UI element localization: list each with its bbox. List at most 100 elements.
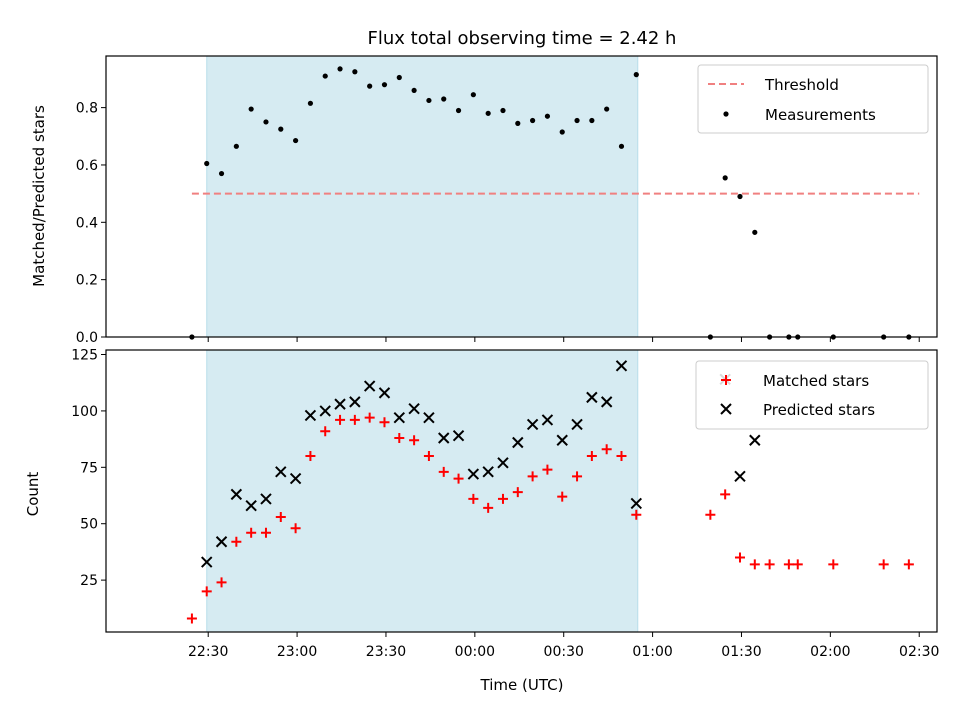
- measurement-point: [574, 117, 580, 124]
- matched-star-point: [903, 559, 914, 570]
- y-tick-label: 0.6: [76, 158, 98, 174]
- predicted-star-point: [467, 468, 480, 480]
- measurement-point: [589, 117, 595, 124]
- measurement-point: [218, 170, 225, 177]
- matched-star-point: [394, 432, 405, 443]
- legend-predicted-label: Predicted stars: [763, 401, 875, 419]
- matched-star-point: [186, 613, 197, 624]
- measurement-point: [426, 97, 432, 104]
- predicted-star-point: [423, 411, 435, 424]
- predicted-star-point: [378, 387, 391, 399]
- measurement-point: [204, 160, 210, 167]
- axes-frame: [105, 55, 938, 338]
- measurement-point: [737, 193, 743, 200]
- x-tick-label: 01:30: [721, 644, 761, 660]
- predicted-star-point: [334, 398, 346, 410]
- predicted-star-point: [482, 466, 494, 478]
- measurement-point: [470, 92, 476, 98]
- matched-star-point: [792, 559, 803, 570]
- matched-star-point: [305, 451, 316, 462]
- measurement-point: [500, 107, 506, 114]
- ratio-plot: 0.0 0.2 0.4 0.6 0.8 Threshold Measurements: [76, 55, 938, 346]
- legend-measurements-label: Measurements: [765, 106, 876, 124]
- x-tick-label: 02:30: [899, 644, 939, 660]
- predicted-star-point: [319, 405, 331, 417]
- predicted-star-point: [600, 396, 613, 408]
- x-tick-label: 00:30: [544, 644, 584, 660]
- measurement-point: [367, 83, 373, 89]
- y-tick-label: 25: [80, 573, 98, 589]
- predicted-star-point: [497, 457, 509, 469]
- legend-box: [695, 360, 929, 430]
- matched-star-point: [572, 471, 583, 482]
- predicted-star-point: [289, 472, 302, 485]
- measurement-point: [278, 126, 284, 132]
- predicted-star-point: [734, 470, 746, 483]
- matched-star-point: [586, 451, 597, 462]
- matched-star-point: [542, 464, 553, 475]
- matched-star-point: [749, 559, 760, 570]
- top-y-axis-label: Matched/Predicted stars: [30, 105, 48, 287]
- matched-star-point: [783, 559, 794, 570]
- matched-star-point: [320, 426, 331, 437]
- axes-frame: [105, 349, 938, 633]
- observing-window-span: [206, 349, 639, 633]
- figure-title: Flux total observing time = 2.42 h: [368, 28, 677, 49]
- measurement-point: [307, 100, 314, 106]
- y-tick-label: 0.4: [76, 215, 98, 231]
- matched-star-point: [290, 523, 301, 534]
- measurement-point: [559, 129, 565, 135]
- matched-star-point: [453, 473, 464, 484]
- matched-star-point: [364, 412, 375, 423]
- predicted-star-point: [556, 434, 568, 446]
- measurement-point: [441, 96, 447, 102]
- matched-star-point: [483, 502, 494, 513]
- predicted-star-point: [260, 493, 272, 505]
- measurement-point: [515, 120, 521, 126]
- matched-star-point: [497, 493, 508, 504]
- measurement-point: [396, 74, 402, 81]
- predicted-star-point: [571, 418, 583, 431]
- measurement-point: [233, 143, 239, 149]
- y-tick-label: 100: [71, 404, 98, 420]
- matched-star-point: [423, 451, 434, 462]
- matched-star-point: [438, 466, 449, 477]
- matched-star-point: [512, 487, 523, 498]
- measurement-point: [633, 72, 639, 78]
- predicted-star-point: [215, 536, 228, 548]
- matched-star-point: [616, 451, 627, 462]
- observing-window-span: [206, 55, 639, 338]
- measurement-point: [530, 117, 536, 124]
- measurement-point: [752, 229, 758, 235]
- matched-star-point: [828, 559, 839, 570]
- legend-matched-label: Matched stars: [763, 372, 869, 390]
- legend-box: [697, 64, 929, 134]
- y-tick-label: 0.8: [76, 101, 98, 117]
- measurement-point: [411, 87, 417, 94]
- matched-star-point: [409, 435, 420, 446]
- predicted-star-point: [363, 380, 376, 392]
- measurement-point: [455, 107, 462, 114]
- x-axis-label: Time (UTC): [480, 676, 564, 694]
- matched-star-point: [260, 527, 271, 538]
- predicted-star-point: [408, 402, 420, 415]
- predicted-star-point: [349, 396, 361, 408]
- matched-star-point: [705, 509, 716, 520]
- predicted-star-point: [201, 556, 213, 568]
- matched-star-point: [349, 414, 360, 425]
- matched-star-point: [468, 493, 479, 504]
- predicted-star-point: [630, 497, 643, 510]
- matched-star-point: [720, 489, 731, 500]
- predicted-star-point: [393, 411, 406, 424]
- measurement-point: [352, 69, 358, 75]
- predicted-star-point: [749, 434, 761, 446]
- matched-star-point: [601, 444, 612, 455]
- y-tick-label: 0.2: [76, 273, 98, 289]
- measurement-point: [604, 106, 610, 112]
- matched-star-point: [275, 511, 286, 522]
- predicted-star-point: [452, 430, 465, 442]
- bottom-y-axis-label: Count: [24, 472, 42, 517]
- y-tick-label: 125: [71, 348, 98, 364]
- legend-threshold-label: Threshold: [764, 76, 839, 94]
- x-tick-label: 23:00: [277, 644, 317, 660]
